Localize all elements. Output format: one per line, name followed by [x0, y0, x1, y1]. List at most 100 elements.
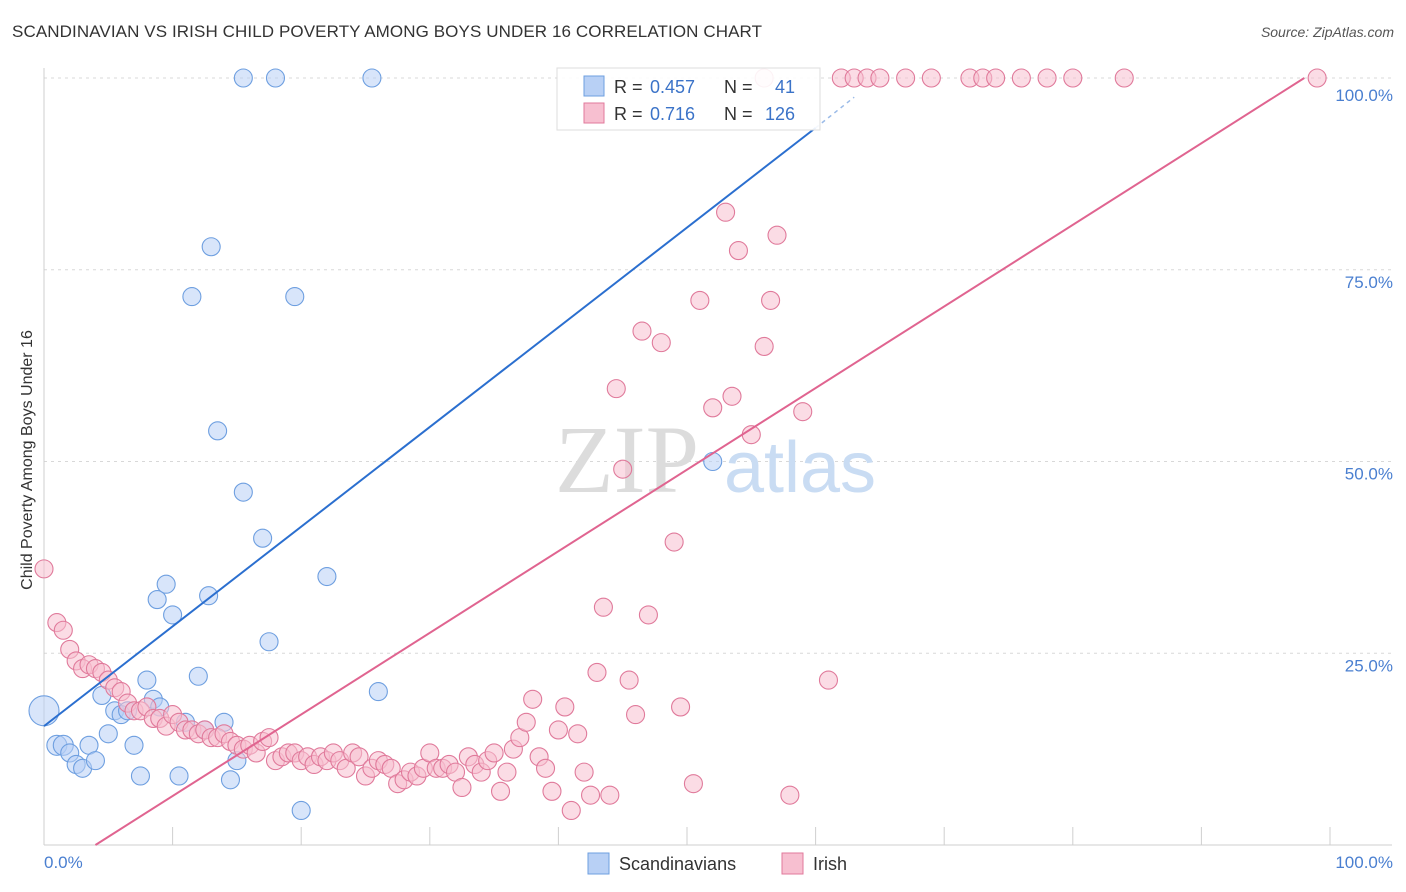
legend-n-value: 41 [775, 77, 795, 97]
irish-point [683, 774, 703, 794]
irish-point [53, 620, 73, 640]
irish-point [593, 597, 613, 617]
irish-point [561, 800, 581, 821]
irish-point [34, 559, 54, 579]
irish-point [535, 758, 556, 778]
irish-point [754, 336, 774, 357]
irish-point [703, 398, 723, 418]
scandinavian-point [85, 751, 105, 771]
irish-point [542, 781, 562, 801]
irish-point [818, 670, 839, 690]
legend-swatch [583, 75, 605, 97]
irish-point [761, 290, 781, 310]
scandinavian-trend-extension [815, 96, 855, 129]
legend-n-value: 126 [765, 104, 795, 124]
scandinavian-point [201, 237, 221, 257]
irish-point [780, 785, 800, 805]
irish-point [728, 241, 748, 261]
irish-point [587, 662, 607, 682]
irish-point [671, 697, 691, 717]
irish-point [626, 705, 646, 725]
irish-point [1114, 68, 1134, 88]
scandinavian-point [163, 605, 183, 625]
legend-swatch [583, 102, 605, 124]
scandinavian-point [169, 766, 189, 786]
irish-point [1307, 68, 1327, 88]
irish-point [1037, 68, 1057, 88]
y-tick-label: 75.0% [1345, 273, 1393, 292]
irish-trend-line [94, 77, 1305, 846]
irish-point [870, 68, 890, 88]
irish-point [613, 459, 633, 479]
tick-labels: 0.0% 100.0% 25.0% 50.0% 75.0% 100.0% [44, 86, 1393, 872]
x-tick-label: 100.0% [1335, 853, 1393, 872]
legend-r-value: 0.716 [650, 104, 695, 124]
irish-point [664, 532, 684, 552]
irish-point [896, 68, 916, 88]
irish-point [793, 402, 813, 422]
scandinavian-point [285, 287, 305, 307]
irish-point [716, 202, 736, 222]
irish-point [722, 386, 742, 406]
scandinavian-point [233, 482, 253, 502]
chart-title: SCANDINAVIAN VS IRISH CHILD POVERTY AMON… [12, 22, 763, 41]
irish-point [1011, 68, 1031, 88]
scandinavian-point [208, 421, 228, 441]
irish-point [986, 68, 1006, 88]
scandinavian-point [259, 632, 279, 652]
irish-point [349, 747, 369, 767]
scandinavian-point [130, 766, 150, 786]
stats-legend: R = 0.457 N = 41 R = 0.716 N = 126 [556, 67, 821, 131]
irish-point [690, 290, 710, 310]
legend-r-value: 0.457 [650, 77, 695, 97]
scandinavian-point [28, 695, 60, 727]
scandinavian-point [317, 566, 337, 587]
irish-point [574, 762, 594, 782]
scandinavian-point [703, 451, 723, 472]
scandinavian-point [291, 800, 311, 821]
irish-point [651, 333, 671, 353]
irish-points [34, 68, 1327, 821]
source-label: Source: ZipAtlas.com [1260, 24, 1394, 40]
irish-point [638, 605, 658, 625]
gridlines [44, 77, 1392, 654]
legend-r-label: R = [614, 77, 643, 97]
irish-point [580, 785, 601, 805]
irish-point [516, 712, 536, 732]
scandinavian-point [199, 586, 219, 606]
irish-point [632, 321, 652, 341]
legend-r-label: R = [614, 104, 643, 124]
irish-point [619, 670, 639, 690]
scandinavian-point [156, 574, 176, 594]
scandinavian-point [362, 68, 382, 88]
legend-n-label: N = [724, 104, 753, 124]
irish-point [490, 781, 511, 801]
legend-series-name: Scandinavians [619, 854, 736, 874]
trend-lines [43, 77, 1305, 846]
watermark-zip: ZIP [555, 406, 699, 513]
legend-swatch-bottom [587, 852, 610, 875]
y-tick-label: 50.0% [1345, 465, 1393, 484]
scandinavian-trend-line [43, 127, 817, 727]
y-tick-label: 100.0% [1335, 86, 1393, 105]
irish-point [497, 762, 517, 782]
scandinavian-point [368, 682, 388, 702]
irish-point [523, 689, 543, 709]
irish-point [452, 777, 472, 798]
irish-point [606, 379, 626, 399]
scandinavian-point [188, 666, 208, 686]
scandinavian-point [182, 287, 202, 307]
scandinavian-point [265, 68, 286, 88]
scandinavian-point [137, 670, 157, 690]
scandinavian-point [147, 590, 167, 610]
legend-n-label: N = [724, 77, 753, 97]
x-tick-label: 0.0% [44, 853, 83, 872]
scandinavian-point [124, 735, 144, 755]
legend-swatch-bottom [781, 852, 804, 875]
y-tick-label: 25.0% [1345, 656, 1393, 675]
irish-point [600, 785, 620, 805]
scandinavian-point [233, 68, 253, 88]
scandinavian-point [253, 528, 273, 548]
legend-series-name: Irish [813, 854, 847, 874]
